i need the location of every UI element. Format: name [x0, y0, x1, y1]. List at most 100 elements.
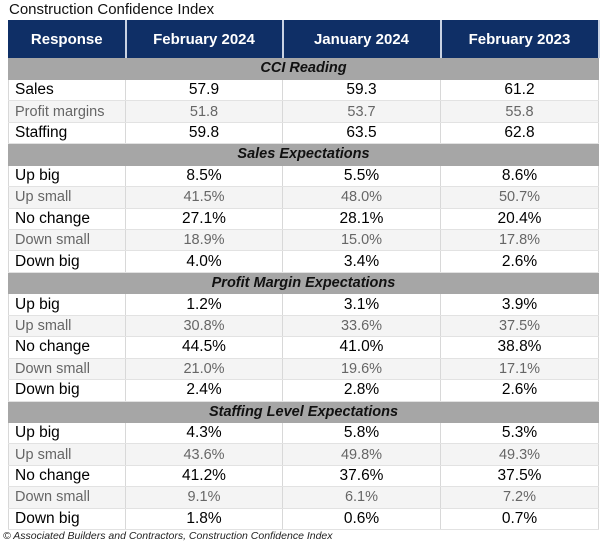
table-row: Up big 1.2% 3.1% 3.9%	[8, 293, 599, 316]
row-label: No change	[8, 336, 126, 359]
cell-value: 4.3%	[125, 422, 283, 445]
cell-value: 55.8	[440, 100, 599, 123]
table-row: No change 27.1% 28.1% 20.4%	[8, 208, 599, 231]
cell-value: 41.0%	[282, 336, 441, 359]
cell-value: 20.4%	[440, 208, 599, 231]
cell-value: 8.6%	[440, 165, 599, 188]
cell-value: 53.7	[282, 100, 441, 123]
cell-value: 3.4%	[282, 250, 441, 273]
cell-value: 41.2%	[125, 465, 283, 488]
section-label: Sales Expectations	[8, 143, 599, 166]
cell-value: 15.0%	[282, 229, 441, 252]
cell-value: 33.6%	[282, 315, 441, 338]
cell-value: 1.8%	[125, 508, 283, 531]
row-label: No change	[8, 465, 126, 488]
table-row: No change 41.2% 37.6% 37.5%	[8, 465, 599, 488]
cell-value: 37.5%	[440, 315, 599, 338]
row-label: Up big	[8, 165, 126, 188]
cell-value: 7.2%	[440, 486, 599, 509]
column-header: February 2023	[439, 20, 600, 58]
cell-value: 50.7%	[440, 186, 599, 209]
header-row: Response February 2024 January 2024 Februar…	[8, 20, 600, 58]
cell-value: 8.5%	[125, 165, 283, 188]
cell-value: 37.6%	[282, 465, 441, 488]
row-label: Down small	[8, 486, 126, 509]
row-label: Down big	[8, 379, 126, 402]
cell-value: 44.5%	[125, 336, 283, 359]
table-row: Down small 9.1% 6.1% 7.2%	[8, 486, 599, 509]
table-row: Down big 4.0% 3.4% 2.6%	[8, 250, 599, 273]
cell-value: 63.5	[282, 122, 441, 145]
section-row: CCI Reading	[8, 58, 599, 80]
row-label: Up big	[8, 422, 126, 445]
table-row: Down big 2.4% 2.8% 2.6%	[8, 379, 599, 402]
cell-value: 59.8	[125, 122, 283, 145]
cell-value: 9.1%	[125, 486, 283, 509]
row-label: No change	[8, 208, 126, 231]
row-label: Down small	[8, 358, 126, 381]
cell-value: 48.0%	[282, 186, 441, 209]
column-header: February 2024	[124, 20, 284, 58]
cell-value: 3.9%	[440, 293, 599, 316]
cell-value: 2.8%	[282, 379, 441, 402]
cell-value: 17.1%	[440, 358, 599, 381]
cell-value: 62.8	[440, 122, 599, 145]
cell-value: 57.9	[125, 79, 283, 102]
cci-table: Response February 2024 January 2024 Februar…	[8, 20, 600, 531]
footer-credit: © Associated Builders and Contractors, C…	[3, 530, 333, 542]
cell-value: 18.9%	[125, 229, 283, 252]
cell-value: 5.8%	[282, 422, 441, 445]
row-label: Up big	[8, 293, 126, 316]
cell-value: 49.3%	[440, 443, 599, 466]
section-label: Staffing Level Expectations	[8, 401, 599, 423]
row-label: Sales	[8, 79, 126, 102]
table-row: Up small 43.6% 49.8% 49.3%	[8, 443, 599, 466]
cell-value: 38.8%	[440, 336, 599, 359]
table-row: No change 44.5% 41.0% 38.8%	[8, 336, 599, 359]
cell-value: 5.3%	[440, 422, 599, 445]
column-header: January 2024	[281, 20, 442, 58]
cell-value: 17.8%	[440, 229, 599, 252]
section-label: Profit Margin Expectations	[8, 272, 599, 295]
section-row: Profit Margin Expectations	[8, 272, 599, 295]
row-label: Down big	[8, 508, 126, 531]
cell-value: 28.1%	[282, 208, 441, 231]
section-label: CCI Reading	[8, 58, 599, 80]
section-row: Staffing Level Expectations	[8, 401, 599, 423]
cell-value: 0.7%	[440, 508, 599, 531]
table-row: Down big 1.8% 0.6% 0.7%	[8, 508, 599, 531]
cell-value: 37.5%	[440, 465, 599, 488]
table-title: Construction Confidence Index	[9, 1, 215, 18]
row-label: Up small	[8, 443, 126, 466]
cell-value: 59.3	[282, 79, 441, 102]
row-label: Down big	[8, 250, 126, 273]
cell-value: 21.0%	[125, 358, 283, 381]
cell-value: 6.1%	[282, 486, 441, 509]
cell-value: 49.8%	[282, 443, 441, 466]
row-label: Down small	[8, 229, 126, 252]
cell-value: 27.1%	[125, 208, 283, 231]
section-row: Sales Expectations	[8, 143, 599, 166]
table-row: Up small 30.8% 33.6% 37.5%	[8, 315, 599, 338]
table-row: Up big 4.3% 5.8% 5.3%	[8, 422, 599, 445]
row-label: Profit margins	[8, 100, 126, 123]
cell-value: 0.6%	[282, 508, 441, 531]
table-row: Staffing 59.8 63.5 62.8	[8, 122, 599, 145]
cell-value: 2.6%	[440, 379, 599, 402]
row-label: Staffing	[8, 122, 126, 145]
cell-value: 43.6%	[125, 443, 283, 466]
table-row: Up small 41.5% 48.0% 50.7%	[8, 186, 599, 209]
cell-value: 3.1%	[282, 293, 441, 316]
table-row: Sales 57.9 59.3 61.2	[8, 79, 599, 102]
column-header: Response	[8, 20, 127, 58]
cell-value: 41.5%	[125, 186, 283, 209]
row-label: Up small	[8, 186, 126, 209]
cell-value: 51.8	[125, 100, 283, 123]
row-label: Up small	[8, 315, 126, 338]
cell-value: 4.0%	[125, 250, 283, 273]
table-row: Down small 21.0% 19.6% 17.1%	[8, 358, 599, 381]
table-row: Profit margins 51.8 53.7 55.8	[8, 100, 599, 123]
cell-value: 2.4%	[125, 379, 283, 402]
cell-value: 2.6%	[440, 250, 599, 273]
cell-value: 61.2	[440, 79, 599, 102]
